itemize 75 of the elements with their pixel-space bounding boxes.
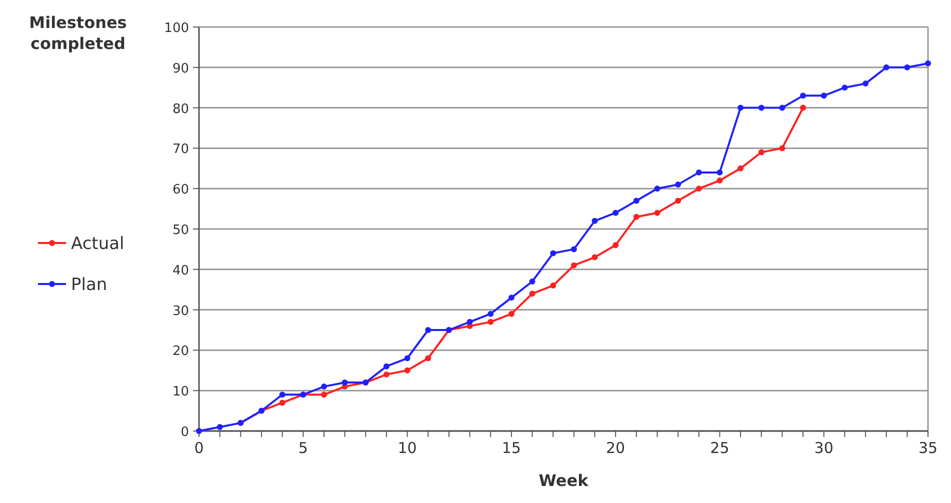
point bbox=[654, 186, 660, 192]
point bbox=[216, 424, 223, 430]
point bbox=[404, 367, 410, 374]
point bbox=[529, 278, 536, 285]
point bbox=[570, 246, 577, 252]
x-tick-label: 0 bbox=[194, 439, 204, 457]
point bbox=[488, 310, 494, 317]
point bbox=[404, 355, 410, 362]
point bbox=[592, 254, 598, 260]
y-tick-label: 30 bbox=[172, 304, 189, 319]
y-tick-label: 0 bbox=[180, 425, 189, 440]
x-tick-label: 30 bbox=[814, 439, 834, 457]
point bbox=[738, 165, 744, 172]
point bbox=[758, 104, 764, 111]
point bbox=[862, 80, 869, 87]
point bbox=[508, 294, 514, 301]
point bbox=[820, 92, 827, 99]
point bbox=[675, 198, 682, 204]
point bbox=[320, 384, 327, 390]
point bbox=[633, 198, 640, 204]
y-tick-label: 20 bbox=[172, 344, 189, 360]
legend-label: Actual bbox=[71, 234, 124, 254]
point bbox=[800, 92, 806, 99]
y-tick-label: 50 bbox=[172, 223, 189, 238]
point bbox=[675, 182, 682, 188]
x-tick-label: 35 bbox=[918, 439, 938, 457]
point bbox=[633, 214, 640, 220]
point bbox=[383, 363, 390, 370]
x-axis-title: Week bbox=[538, 471, 589, 490]
point bbox=[716, 169, 723, 176]
y-tick-label: 60 bbox=[172, 182, 189, 198]
x-tick-label: 20 bbox=[606, 439, 626, 457]
point bbox=[696, 186, 702, 192]
point bbox=[466, 318, 473, 325]
point bbox=[342, 380, 348, 386]
point bbox=[320, 392, 327, 398]
point bbox=[800, 104, 806, 111]
point bbox=[883, 64, 890, 70]
point bbox=[904, 64, 910, 70]
point bbox=[508, 310, 514, 317]
point bbox=[612, 210, 619, 216]
y-tick-label: 80 bbox=[172, 102, 189, 117]
point bbox=[842, 84, 848, 91]
point bbox=[570, 262, 577, 268]
point bbox=[425, 327, 432, 333]
point bbox=[758, 149, 764, 156]
y-axis-title: Milestones completed bbox=[29, 13, 127, 53]
x-tick-label: 10 bbox=[398, 439, 417, 457]
x-tick-label: 25 bbox=[710, 439, 730, 457]
y-tick-label: 90 bbox=[172, 61, 189, 76]
point bbox=[779, 104, 786, 111]
y-tick-label: 10 bbox=[172, 384, 189, 400]
point bbox=[654, 210, 660, 216]
point bbox=[425, 355, 432, 362]
point bbox=[279, 400, 286, 406]
point bbox=[779, 145, 786, 152]
point bbox=[738, 104, 744, 111]
x-tick-label: 5 bbox=[298, 439, 308, 457]
point bbox=[696, 169, 702, 176]
point bbox=[550, 282, 556, 289]
point bbox=[529, 290, 536, 297]
point bbox=[716, 178, 723, 184]
y-tick-label: 40 bbox=[172, 263, 189, 278]
point bbox=[196, 428, 202, 434]
point bbox=[383, 371, 390, 378]
legend-label: Plan bbox=[71, 275, 108, 295]
y-tick-label: 70 bbox=[172, 142, 189, 158]
point bbox=[279, 392, 286, 398]
point bbox=[592, 218, 598, 224]
point bbox=[488, 318, 494, 325]
point bbox=[925, 60, 931, 66]
point bbox=[612, 242, 619, 248]
y-tick-label: 100 bbox=[164, 21, 189, 36]
x-tick-label: 15 bbox=[502, 439, 521, 457]
point bbox=[550, 250, 556, 256]
